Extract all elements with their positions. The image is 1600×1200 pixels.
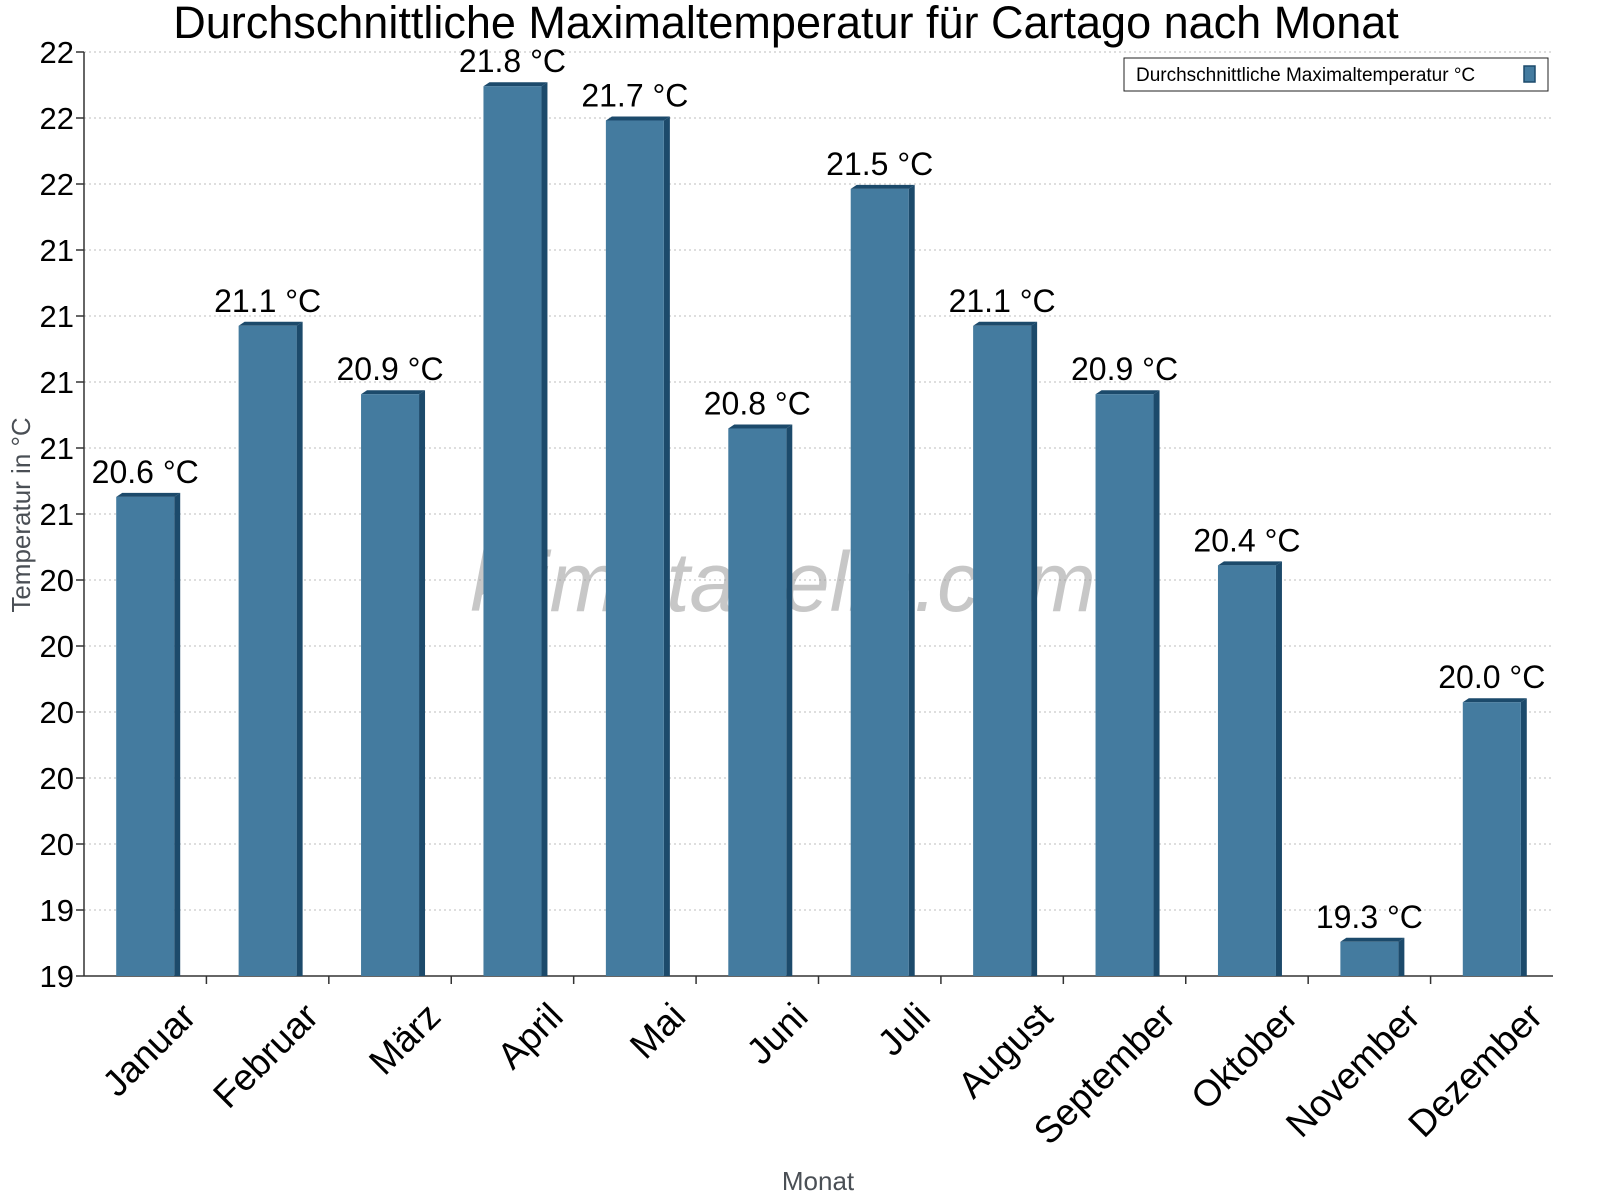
y-tick-label: 22: [40, 167, 74, 202]
data-label: 21.7 °C: [581, 77, 688, 113]
y-axis-title: Temperatur in °C: [6, 417, 36, 612]
bar-top: [728, 424, 793, 429]
bar-top: [1095, 390, 1160, 395]
legend-swatch: [1523, 65, 1536, 83]
data-label: 19.3 °C: [1316, 899, 1423, 935]
x-tick-label: April: [489, 995, 570, 1076]
legend-label: Durchschnittliche Maximaltemperatur °C: [1136, 65, 1475, 86]
data-label: 20.6 °C: [92, 454, 199, 490]
bar-top: [1217, 561, 1282, 566]
bar-top: [1340, 937, 1405, 942]
data-label: 21.8 °C: [459, 43, 566, 79]
bar-top: [973, 321, 1038, 326]
data-label: 20.8 °C: [704, 385, 811, 421]
legend-box: [1123, 57, 1549, 92]
bar[interactable]: [116, 496, 175, 976]
data-label: 20.4 °C: [1193, 522, 1300, 558]
y-tick-label: 21: [40, 431, 74, 466]
x-tick-label: Oktober: [1183, 995, 1305, 1117]
bar-side: [541, 82, 548, 976]
x-tick-label: Juli: [870, 995, 938, 1063]
x-tick-label: Januar: [95, 995, 204, 1104]
bar[interactable]: [728, 428, 787, 976]
x-tick-label: November: [1278, 995, 1428, 1145]
bar-top: [850, 184, 915, 189]
bar[interactable]: [605, 120, 664, 976]
x-tick-label: Juni: [739, 995, 816, 1072]
bar-top: [605, 116, 670, 121]
y-tick-label: 19: [40, 893, 74, 928]
bar[interactable]: [1462, 702, 1521, 976]
data-label: 21.1 °C: [214, 283, 321, 319]
bar[interactable]: [483, 86, 542, 976]
bar-side: [1031, 321, 1038, 976]
bar[interactable]: [1095, 394, 1154, 976]
bar-side: [1398, 937, 1405, 976]
y-tick-label: 20: [40, 563, 74, 598]
y-tick-label: 21: [40, 365, 74, 400]
data-label: 20.9 °C: [1071, 351, 1178, 387]
data-label: 21.5 °C: [826, 146, 933, 182]
y-tick-label: 21: [40, 497, 74, 532]
x-tick-label: Mai: [622, 995, 693, 1066]
bar[interactable]: [850, 188, 909, 976]
bar-side: [908, 184, 915, 976]
bar[interactable]: [1217, 565, 1276, 976]
bar-top: [483, 82, 548, 87]
bar-side: [296, 321, 303, 976]
x-tick-label: Februar: [205, 995, 326, 1116]
y-tick-label: 21: [40, 299, 74, 334]
data-label: 20.9 °C: [337, 351, 444, 387]
y-tick-label: 20: [40, 827, 74, 862]
x-tick-label: Dezember: [1400, 995, 1550, 1145]
bar-side: [1275, 561, 1282, 976]
x-tick-label: März: [361, 995, 448, 1082]
y-tick-label: 22: [40, 101, 74, 136]
y-tick-label: 21: [40, 233, 74, 268]
bar-side: [663, 116, 670, 976]
bar-side: [1153, 390, 1160, 976]
chart-title: Durchschnittliche Maximaltemperatur für …: [173, 0, 1399, 48]
y-tick-label: 19: [40, 959, 74, 994]
data-label: 20.0 °C: [1438, 659, 1545, 695]
x-axis-title: Monat: [782, 1166, 855, 1196]
y-tick-label: 20: [40, 629, 74, 664]
x-tick-label: August: [950, 995, 1061, 1106]
bar[interactable]: [238, 325, 297, 976]
bar-top: [116, 492, 181, 497]
bar-top: [238, 321, 303, 326]
y-tick-label: 20: [40, 695, 74, 730]
bar-side: [174, 492, 181, 976]
bar-side: [419, 390, 426, 976]
bar-side: [1520, 698, 1527, 976]
bar-top: [361, 390, 426, 395]
bar[interactable]: [1340, 941, 1399, 976]
y-tick-label: 22: [40, 35, 74, 70]
bar-top: [1462, 698, 1527, 703]
bar[interactable]: [973, 325, 1032, 976]
data-label: 21.1 °C: [949, 283, 1056, 319]
bar-side: [786, 424, 793, 976]
y-tick-label: 20: [40, 761, 74, 796]
bar[interactable]: [361, 394, 420, 976]
